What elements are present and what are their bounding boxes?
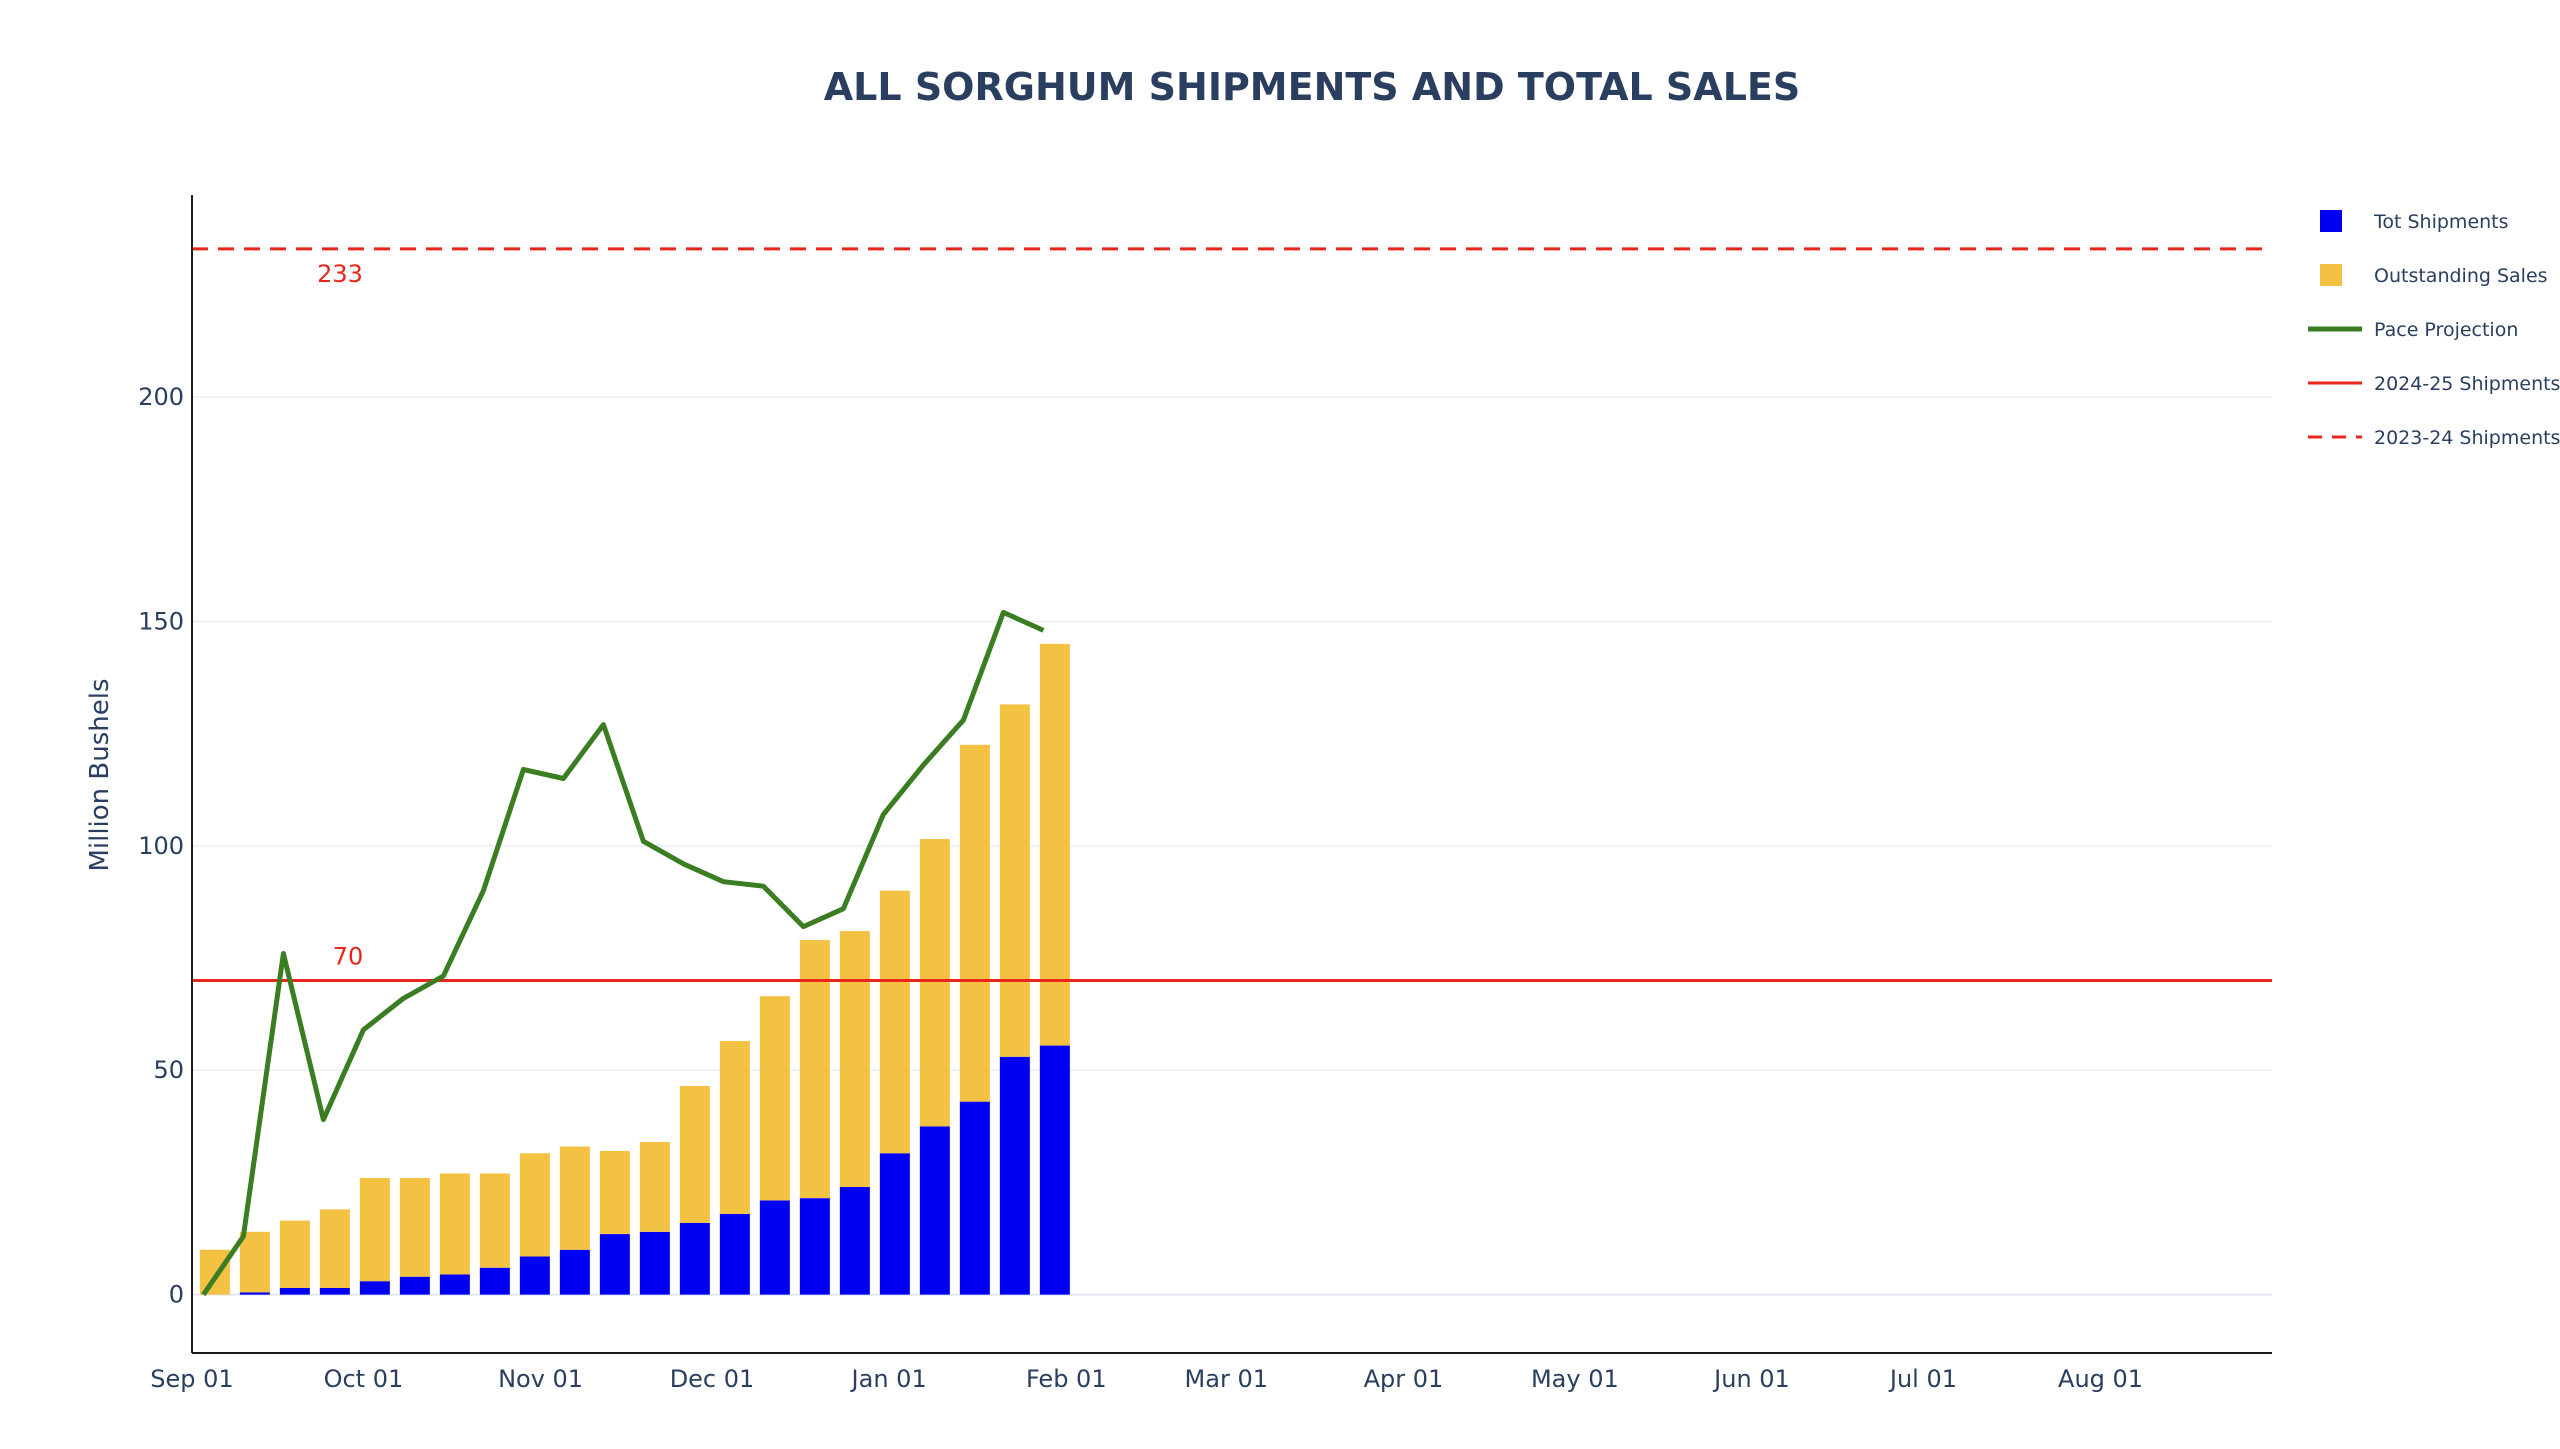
hline-2023-24-label: 233 [317, 260, 363, 288]
bar-outstanding-sales [559, 1146, 590, 1250]
bar-tot-shipments [839, 1186, 870, 1295]
bar-tot-shipments [319, 1287, 350, 1295]
bar-outstanding-sales [479, 1173, 510, 1268]
bar-tot-shipments [879, 1153, 910, 1295]
bar-tot-shipments [639, 1231, 670, 1295]
x-tick-label: May 01 [1531, 1365, 1619, 1393]
bar-outstanding-sales [919, 839, 950, 1127]
x-tick-label: Jul 01 [1888, 1365, 1957, 1393]
bar-tot-shipments [359, 1281, 390, 1295]
bar-outstanding-sales [959, 744, 990, 1102]
tick-labels: 0 50 100 150 200 Sep 01 Oct 01 Nov 01 Dec 01 Jan … [138, 383, 2143, 1393]
pace-projection-line-group [201, 609, 1045, 1297]
bar-outstanding-sales [719, 1041, 750, 1214]
bar-outstanding-sales [1039, 643, 1070, 1046]
bar-tot-shipments [999, 1056, 1030, 1295]
y-axis-label: Million Bushels [85, 678, 115, 871]
bar-outstanding-sales [279, 1220, 310, 1288]
bar-tot-shipments [959, 1101, 990, 1295]
x-tick-label: Jan 01 [850, 1365, 927, 1393]
bar-outstanding-sales [879, 890, 910, 1154]
bar-outstanding-sales [399, 1177, 430, 1277]
bar-outstanding-sales [639, 1142, 670, 1232]
y-tick-label: 100 [138, 832, 184, 860]
bar-outstanding-sales [599, 1151, 630, 1235]
bar-tot-shipments [399, 1276, 430, 1295]
legend-label: Tot Shipments [2373, 211, 2509, 233]
bar-tot-shipments [919, 1126, 950, 1295]
bar-tot-shipments [679, 1222, 710, 1295]
x-tick-label: Nov 01 [498, 1365, 583, 1393]
y-tick-label: 150 [138, 607, 184, 635]
bar-tot-shipments [519, 1256, 550, 1295]
pace-projection-line [201, 609, 1045, 1297]
bar-outstanding-sales [199, 1249, 230, 1295]
legend-label: 2023-24 Shipments [2374, 427, 2560, 449]
bar-outstanding-sales [359, 1177, 390, 1282]
hline-2024-25-label: 70 [333, 942, 364, 970]
legend-label: Pace Projection [2374, 319, 2518, 341]
legend-label: 2024-25 Shipments [2374, 373, 2560, 395]
bar-tot-shipments [719, 1213, 750, 1295]
bar-tot-shipments [439, 1274, 470, 1295]
bar-outstanding-sales [759, 996, 790, 1201]
bar-tot-shipments [279, 1287, 310, 1295]
x-tick-label: Mar 01 [1185, 1365, 1268, 1393]
legend-swatch [2320, 264, 2342, 286]
x-tick-label: Dec 01 [670, 1365, 755, 1393]
bar-tot-shipments [1039, 1045, 1070, 1295]
bar-outstanding-sales [239, 1231, 270, 1293]
bar-outstanding-sales [319, 1209, 350, 1288]
x-tick-label: Jun 01 [1712, 1365, 1790, 1393]
bar-outstanding-sales [439, 1173, 470, 1275]
bar-tot-shipments [599, 1234, 630, 1295]
x-tick-label: Feb 01 [1026, 1365, 1107, 1393]
bar-tot-shipments [759, 1200, 790, 1295]
bars [199, 643, 1070, 1295]
y-tick-label: 200 [138, 383, 184, 411]
legend-swatch [2320, 210, 2342, 232]
bar-tot-shipments [239, 1292, 270, 1295]
reference-lines: 70 233 [192, 247, 2272, 982]
y-tick-label: 0 [169, 1281, 184, 1309]
x-tick-label: Sep 01 [150, 1365, 233, 1393]
x-tick-label: Oct 01 [324, 1365, 404, 1393]
bar-outstanding-sales [999, 704, 1030, 1057]
gridlines [192, 396, 2272, 1296]
bar-outstanding-sales [839, 931, 870, 1187]
bar-outstanding-sales [679, 1085, 710, 1223]
bar-tot-shipments [799, 1198, 830, 1295]
bar-tot-shipments [479, 1267, 510, 1295]
x-tick-label: Apr 01 [1364, 1365, 1444, 1393]
bar-outstanding-sales [519, 1153, 550, 1257]
bar-tot-shipments [559, 1249, 590, 1295]
chart-title: ALL SORGHUM SHIPMENTS AND TOTAL SALES [824, 65, 1801, 109]
x-tick-label: Aug 01 [2058, 1365, 2143, 1393]
legend-label: Outstanding Sales [2374, 265, 2548, 287]
y-tick-label: 50 [153, 1056, 184, 1084]
axes [191, 195, 2272, 1354]
legend: Tot Shipments Outstanding Sales Pace Proje… [2308, 210, 2560, 449]
bar-outstanding-sales [799, 940, 830, 1199]
